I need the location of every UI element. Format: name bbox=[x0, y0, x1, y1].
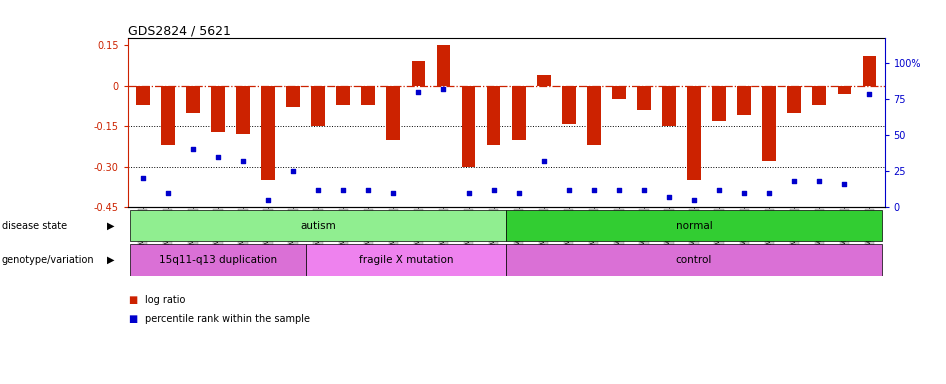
Point bbox=[637, 187, 652, 193]
Point bbox=[135, 175, 150, 182]
Bar bbox=[536, 75, 551, 86]
Point bbox=[185, 146, 201, 152]
Text: ▶: ▶ bbox=[107, 255, 114, 265]
Bar bbox=[462, 86, 476, 167]
Text: fragile X mutation: fragile X mutation bbox=[359, 255, 453, 265]
Text: GDS2824 / 5621: GDS2824 / 5621 bbox=[128, 24, 231, 37]
Point bbox=[862, 91, 877, 98]
Point bbox=[737, 190, 752, 196]
Point bbox=[310, 187, 325, 193]
Point bbox=[486, 187, 501, 193]
Bar bbox=[211, 86, 225, 132]
Bar bbox=[236, 86, 250, 134]
Bar bbox=[486, 86, 500, 145]
Bar bbox=[506, 210, 882, 241]
Bar bbox=[637, 86, 651, 110]
Bar bbox=[512, 86, 526, 140]
Point bbox=[561, 187, 576, 193]
Point bbox=[436, 86, 451, 92]
Point bbox=[611, 187, 626, 193]
Bar bbox=[306, 245, 506, 276]
Bar bbox=[787, 86, 801, 113]
Text: normal: normal bbox=[675, 220, 712, 231]
Bar bbox=[186, 86, 200, 113]
Point bbox=[336, 187, 351, 193]
Bar bbox=[737, 86, 751, 116]
Bar bbox=[863, 56, 876, 86]
Bar bbox=[412, 61, 426, 86]
Text: genotype/variation: genotype/variation bbox=[2, 255, 95, 265]
Bar bbox=[161, 86, 175, 145]
Text: ■: ■ bbox=[128, 295, 137, 305]
Bar bbox=[311, 86, 325, 126]
Point bbox=[837, 181, 852, 187]
Point bbox=[687, 197, 702, 203]
Bar bbox=[612, 86, 625, 99]
Point bbox=[160, 190, 175, 196]
Text: percentile rank within the sample: percentile rank within the sample bbox=[145, 314, 309, 324]
Bar bbox=[287, 86, 300, 108]
Point bbox=[536, 158, 552, 164]
Point bbox=[461, 190, 476, 196]
Point bbox=[511, 190, 526, 196]
Bar bbox=[587, 86, 601, 145]
Point bbox=[711, 187, 727, 193]
Point bbox=[210, 154, 225, 160]
Bar bbox=[361, 86, 376, 104]
Point bbox=[812, 178, 827, 184]
Point bbox=[386, 190, 401, 196]
Bar bbox=[261, 86, 275, 180]
Point bbox=[286, 168, 301, 174]
Bar bbox=[506, 245, 882, 276]
Text: log ratio: log ratio bbox=[145, 295, 185, 305]
Point bbox=[787, 178, 802, 184]
Text: ▶: ▶ bbox=[107, 220, 114, 231]
Point bbox=[236, 158, 251, 164]
Bar bbox=[436, 45, 450, 86]
Bar bbox=[131, 245, 306, 276]
Point bbox=[260, 197, 275, 203]
Text: control: control bbox=[675, 255, 712, 265]
Bar bbox=[337, 86, 350, 104]
Point bbox=[411, 88, 426, 94]
Point bbox=[762, 190, 777, 196]
Text: 15q11-q13 duplication: 15q11-q13 duplication bbox=[159, 255, 277, 265]
Point bbox=[661, 194, 676, 200]
Point bbox=[587, 187, 602, 193]
Bar bbox=[712, 86, 726, 121]
Point bbox=[360, 187, 376, 193]
Bar bbox=[662, 86, 675, 126]
Bar bbox=[131, 210, 506, 241]
Text: autism: autism bbox=[300, 220, 336, 231]
Bar bbox=[687, 86, 701, 180]
Bar bbox=[562, 86, 576, 124]
Bar bbox=[837, 86, 851, 94]
Bar bbox=[762, 86, 776, 161]
Bar bbox=[136, 86, 149, 104]
Text: disease state: disease state bbox=[2, 220, 67, 231]
Text: ■: ■ bbox=[128, 314, 137, 324]
Bar bbox=[813, 86, 826, 104]
Bar bbox=[387, 86, 400, 140]
